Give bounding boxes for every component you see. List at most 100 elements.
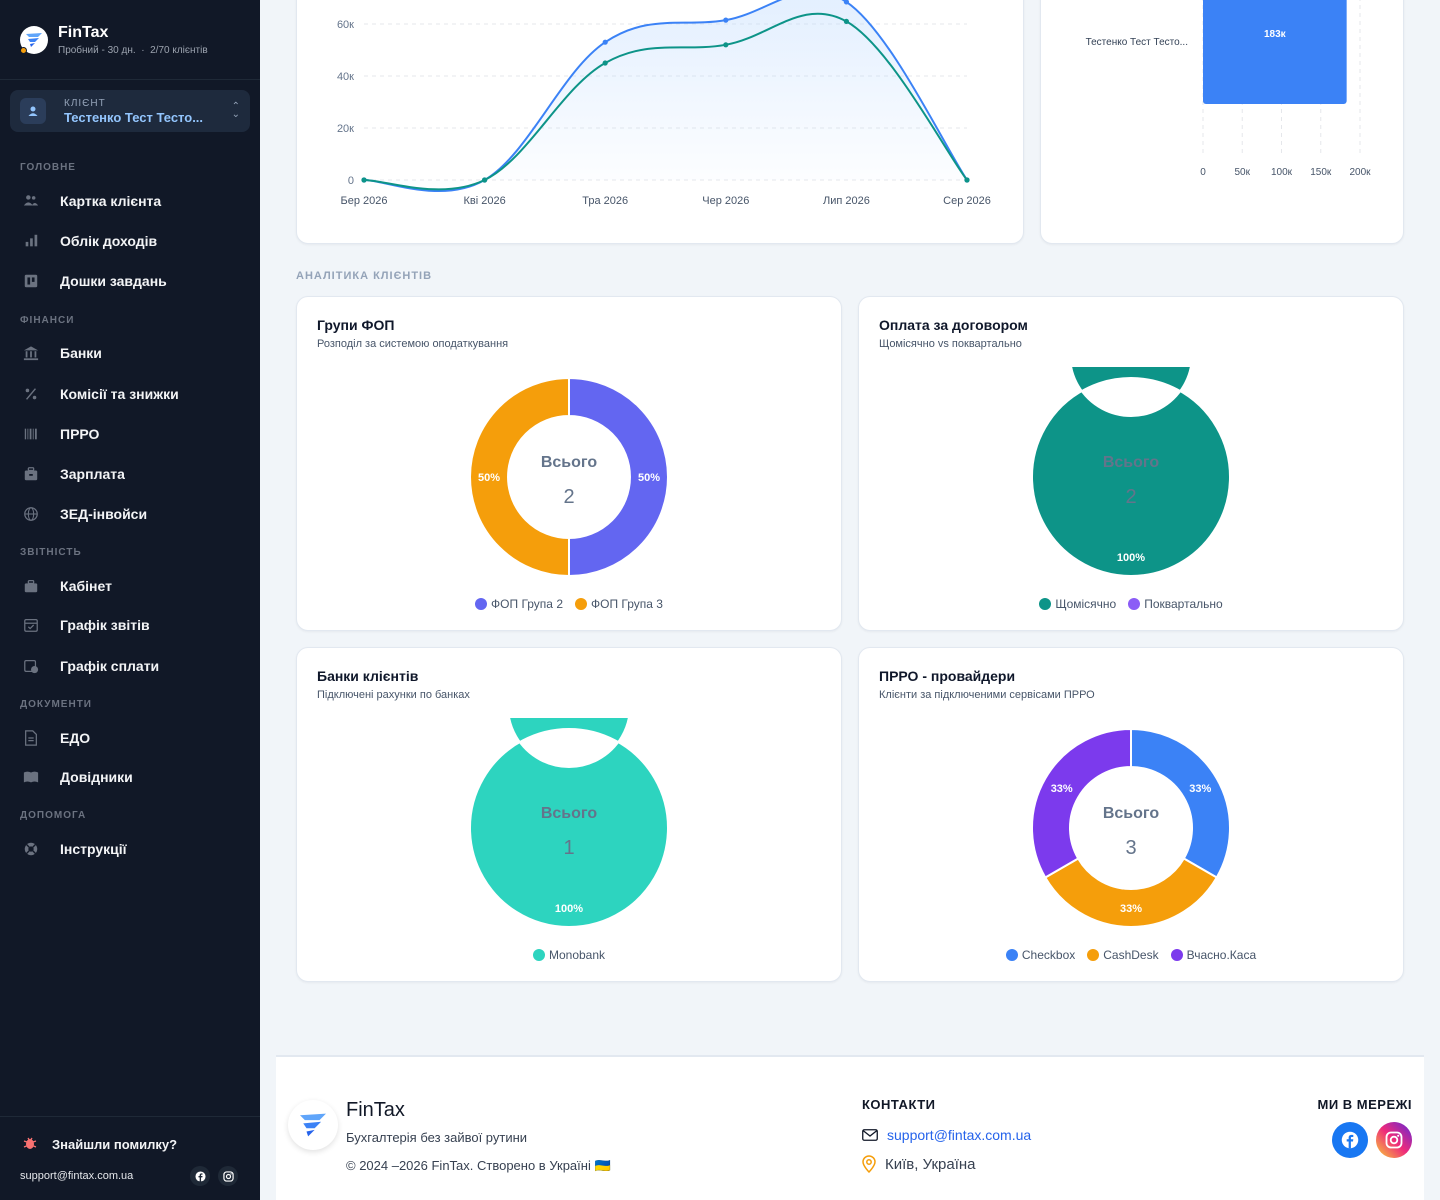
brand-name: FinTax bbox=[58, 23, 109, 41]
data-point[interactable] bbox=[723, 17, 729, 23]
legend-item[interactable]: CashDesk bbox=[1087, 948, 1159, 962]
x-tick-label: Бер 2026 bbox=[341, 195, 388, 207]
card-subtitle: Клієнти за підключеними сервісами ПРРО bbox=[879, 689, 1095, 701]
footer-tagline: Бухгалтерія без зайвої рутини bbox=[346, 1130, 528, 1145]
sidebar-footer: Знайшли помилку? support@fintax.com.ua bbox=[0, 1116, 260, 1200]
analytics-card: Оплата за договором Щомісячно vs покварта… bbox=[858, 296, 1404, 631]
brand-header[interactable]: FinTax Пробний - 30 дн. · 2/70 клієнтів bbox=[0, 0, 260, 80]
bug-label: Знайшли помилку? bbox=[52, 1137, 178, 1152]
sidebar-item[interactable]: ПРРО bbox=[0, 419, 260, 449]
data-point[interactable] bbox=[482, 177, 488, 183]
sidebar-item[interactable]: Зарплата bbox=[0, 459, 260, 489]
trial-status-dot bbox=[20, 46, 27, 54]
sidebar-item[interactable]: Інструкції bbox=[0, 834, 260, 864]
nav-section-title: ДОКУМЕНТИ bbox=[20, 699, 92, 710]
donut-total-value: 1 bbox=[563, 837, 574, 859]
client-name: Тестенко Тест Тесто... bbox=[64, 109, 204, 125]
facebook-icon[interactable] bbox=[1332, 1122, 1368, 1158]
support-email[interactable]: support@fintax.com.ua bbox=[20, 1170, 134, 1182]
sidebar-item-label: Кабінет bbox=[60, 578, 112, 594]
data-point[interactable] bbox=[361, 177, 367, 183]
x-tick-label: Лип 2026 bbox=[823, 195, 870, 207]
sidebar-item[interactable]: ЗЕД-інвойси bbox=[0, 499, 260, 529]
facebook-icon[interactable] bbox=[190, 1166, 210, 1186]
data-point[interactable] bbox=[602, 39, 608, 45]
data-point[interactable] bbox=[602, 60, 608, 66]
nav-section-title: ФІНАНСИ bbox=[20, 315, 75, 326]
sidebar-item[interactable]: Графік сплати bbox=[0, 651, 260, 681]
legend-item[interactable]: Вчасно.Каса bbox=[1170, 948, 1256, 962]
sidebar-item[interactable]: Банки bbox=[0, 338, 260, 368]
footer-email-link[interactable]: support@fintax.com.ua bbox=[862, 1127, 1031, 1143]
legend-item[interactable]: ФОП Група 3 bbox=[575, 597, 663, 611]
footer-fintax-logo-icon bbox=[288, 1100, 338, 1150]
x-tick-label: Кві 2026 bbox=[463, 195, 505, 207]
donut-slice[interactable] bbox=[469, 376, 570, 578]
sidebar-item[interactable]: Картка клієнта bbox=[0, 186, 260, 216]
data-point[interactable] bbox=[843, 18, 850, 25]
category-label: Тестенко Тест Тесто... bbox=[1086, 37, 1188, 48]
sidebar-item[interactable]: Графік звітів bbox=[0, 610, 260, 640]
x-tick-label: 200к bbox=[1349, 167, 1371, 178]
kanban-icon bbox=[22, 272, 40, 290]
donut-total-label: Всього bbox=[1103, 454, 1160, 471]
sidebar-item-label: ЗЕД-інвойси bbox=[60, 506, 148, 522]
plan-info: Пробний - 30 дн. · 2/70 клієнтів bbox=[58, 44, 208, 56]
briefcase-icon bbox=[22, 577, 40, 595]
sidebar-item-label: ЕДО bbox=[60, 730, 91, 746]
sidebar-item-label: Зарплата bbox=[60, 466, 125, 482]
clients-bar-chart: 0 50к 100к 150к 200к 183к Тестенко Тест Тесто.… bbox=[1086, 0, 1371, 178]
client-selector[interactable]: Клієнт Тестенко Тест Тесто... ⌃ ⌄ bbox=[10, 90, 250, 132]
data-point[interactable] bbox=[723, 42, 729, 48]
data-point[interactable] bbox=[964, 177, 970, 183]
card-subtitle: Щомісячно vs поквартально bbox=[879, 338, 1022, 350]
legend-item[interactable]: Checkbox bbox=[1005, 948, 1075, 962]
sidebar-item[interactable]: Комісії та знижки bbox=[0, 379, 260, 409]
sidebar-item[interactable]: Довідники bbox=[0, 762, 260, 792]
sidebar-item[interactable]: Дошки завдань bbox=[0, 266, 260, 296]
data-point[interactable] bbox=[843, 0, 849, 5]
instagram-icon[interactable] bbox=[218, 1166, 238, 1186]
users-icon bbox=[22, 192, 40, 210]
sidebar-item-label: Графік звітів bbox=[60, 617, 150, 633]
bug-icon bbox=[22, 1135, 38, 1154]
sidebar-item[interactable]: Кабінет bbox=[0, 571, 260, 601]
sidebar-item[interactable]: Облік доходів bbox=[0, 226, 260, 256]
donut-total-value: 2 bbox=[1125, 486, 1136, 508]
income-line-chart: 0 20к 40к 60к Бер 2026 Кві 2026 Тра 2026 Чер 20… bbox=[337, 0, 991, 207]
donut-slice[interactable] bbox=[1130, 727, 1231, 879]
bar[interactable] bbox=[1203, 0, 1347, 104]
series-area bbox=[364, 0, 967, 192]
card-title: Банки клієнтів bbox=[317, 668, 419, 684]
donut-slice[interactable] bbox=[568, 376, 669, 578]
social-title: МИ В МЕРЕЖІ bbox=[1317, 1097, 1412, 1112]
percent-icon bbox=[22, 385, 40, 403]
donut-slice[interactable] bbox=[1031, 727, 1132, 879]
legend-item[interactable]: Поквартально bbox=[1128, 597, 1223, 611]
donut-slice[interactable] bbox=[1030, 367, 1231, 577]
globe-icon bbox=[22, 505, 40, 523]
footer-brand-name: FinTax bbox=[346, 1099, 405, 1121]
legend-item[interactable]: ФОП Група 2 bbox=[475, 597, 563, 611]
donut-chart: 100% Всього 1 bbox=[468, 718, 669, 928]
legend-color-dot bbox=[1005, 949, 1018, 961]
contacts-title: КОНТАКТИ bbox=[862, 1097, 936, 1112]
instagram-icon[interactable] bbox=[1376, 1122, 1412, 1158]
legend-item[interactable]: Monobank bbox=[532, 948, 605, 962]
donut-total-label: Всього bbox=[541, 805, 598, 822]
slice-percent-label: 33% bbox=[1120, 903, 1142, 915]
chart-legend: ФОП Група 2 ФОП Група 3 bbox=[297, 597, 841, 611]
footer-email: support@fintax.com.ua bbox=[887, 1127, 1032, 1143]
donut-slice[interactable] bbox=[468, 718, 669, 928]
barcode-icon bbox=[22, 425, 40, 443]
legend-item[interactable]: Щомісячно bbox=[1039, 597, 1116, 611]
sidebar-item-label: Довідники bbox=[60, 769, 133, 785]
donut-slice[interactable] bbox=[1043, 857, 1219, 929]
map-pin-icon bbox=[862, 1155, 876, 1173]
y-tick-label: 60к bbox=[337, 19, 354, 31]
report-bug-link[interactable]: Знайшли помилку? bbox=[22, 1135, 177, 1154]
sidebar-item[interactable]: ЕДО bbox=[0, 723, 260, 753]
card-subtitle: Підключені рахунки по банках bbox=[317, 689, 470, 701]
lifebuoy-icon bbox=[22, 840, 40, 858]
sidebar-item-label: Комісії та знижки bbox=[60, 386, 179, 402]
